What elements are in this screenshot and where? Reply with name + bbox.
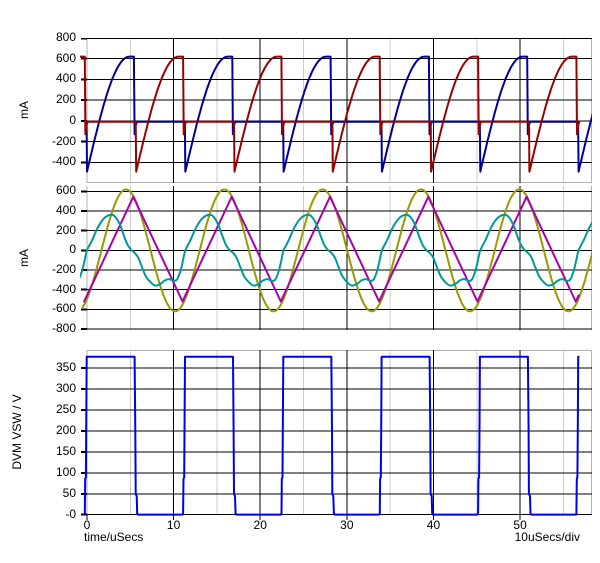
series-magnetizing-current bbox=[80, 213, 592, 287]
transformer-currents-canvas bbox=[80, 186, 592, 330]
y-tick-label: 600 bbox=[55, 50, 76, 65]
x-tick-label: 50 bbox=[513, 518, 527, 532]
y-tick-label: 200 bbox=[55, 423, 76, 438]
y-tick-label: -200 bbox=[51, 133, 76, 148]
panel2-y-axis-unit: mA bbox=[17, 249, 31, 267]
y-tick-label: 300 bbox=[55, 381, 76, 396]
panel3-y-axis-unit: DVM VSW / V bbox=[10, 394, 24, 470]
series-rectifier-current-a bbox=[85, 55, 592, 173]
y-tick-label: -800 bbox=[51, 321, 76, 336]
series-switch-voltage bbox=[83, 355, 580, 516]
x-axis-title: time/uSecs bbox=[84, 530, 144, 544]
y-tick-label: 150 bbox=[55, 444, 76, 459]
scale-per-division-label: 10uSecs/div bbox=[514, 530, 580, 544]
y-tick-label: -200 bbox=[51, 262, 76, 277]
panel1-y-axis-unit: mA bbox=[17, 101, 31, 119]
y-tick-label: 200 bbox=[55, 222, 76, 237]
y-tick-label: -600 bbox=[51, 301, 76, 316]
y-tick-label: 50 bbox=[62, 486, 76, 500]
plot-panel-primary-currents bbox=[80, 38, 592, 184]
x-tick-label: 0 bbox=[83, 518, 91, 532]
x-tick-label: 10 bbox=[166, 518, 181, 532]
y-tick-label: 350 bbox=[55, 360, 76, 375]
y-tick-label: 250 bbox=[55, 402, 76, 417]
y-tick-label: 0 bbox=[69, 242, 76, 257]
y-tick-label: 800 bbox=[55, 30, 76, 44]
series-rectifier-current-b bbox=[80, 55, 581, 173]
plot-panel-switch-voltage bbox=[80, 350, 592, 521]
primary-rectifier-currents-canvas bbox=[80, 38, 592, 183]
switch-node-voltage-canvas bbox=[81, 350, 592, 520]
x-tick-label: 40 bbox=[426, 518, 441, 532]
plot-panel-transformer-currents bbox=[80, 186, 592, 330]
y-tick-label: -400 bbox=[51, 281, 76, 296]
series-resonant-sine-current bbox=[81, 188, 592, 313]
x-tick-label: 20 bbox=[253, 518, 267, 532]
y-tick-label: 600 bbox=[55, 183, 76, 198]
y-tick-label: 0 bbox=[69, 112, 76, 127]
x-tick-label: 30 bbox=[340, 518, 354, 532]
y-tick-label: 400 bbox=[55, 71, 76, 86]
series-triangle-current bbox=[83, 195, 580, 303]
y-tick-label: 400 bbox=[55, 203, 76, 218]
y-tick-label: 100 bbox=[55, 465, 76, 479]
y-tick-label: 200 bbox=[55, 92, 76, 107]
y-tick-label: -400 bbox=[51, 154, 76, 169]
y-tick-label: -0 bbox=[65, 507, 76, 521]
